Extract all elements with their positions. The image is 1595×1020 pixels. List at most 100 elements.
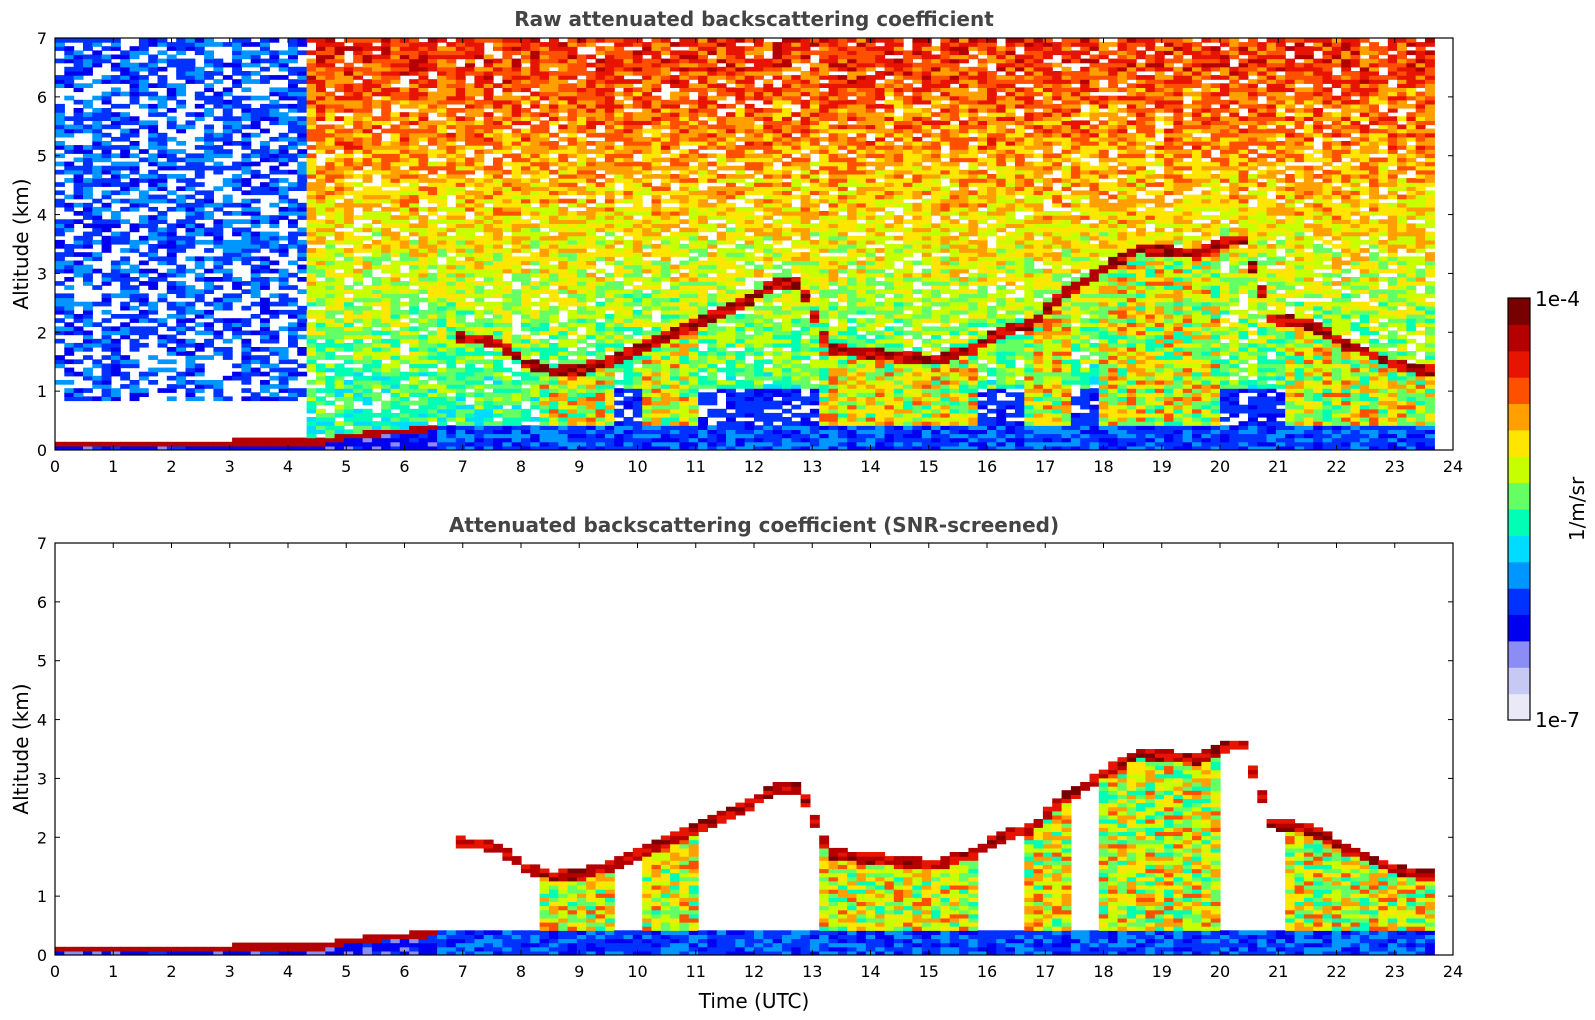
heatmap-cell [297, 174, 308, 179]
heatmap-cell [576, 272, 587, 278]
heatmap-cell [549, 388, 559, 393]
heatmap-cell [418, 165, 429, 171]
heatmap-cell [399, 227, 410, 233]
heatmap-cell [166, 87, 177, 93]
heatmap-cell [549, 425, 559, 430]
heatmap-cell [521, 194, 531, 200]
heatmap-cell [241, 388, 252, 393]
heatmap-cell [446, 153, 457, 159]
heatmap-cell [362, 141, 373, 146]
heatmap-cell [325, 42, 336, 47]
heatmap-cell [567, 239, 578, 245]
heatmap-cell [614, 305, 625, 311]
heatmap-cell [390, 182, 401, 187]
heatmap-cell [64, 351, 75, 356]
heatmap-cell [204, 198, 214, 204]
heatmap-cell [493, 326, 503, 332]
heatmap-cell [567, 161, 578, 167]
heatmap-cell [371, 190, 382, 196]
heatmap-cell [343, 330, 354, 336]
heatmap-cell [623, 116, 634, 121]
heatmap-cell [427, 277, 438, 282]
heatmap-cell [623, 227, 634, 233]
heatmap-cell [483, 441, 494, 447]
heatmap-cell [614, 136, 625, 142]
heatmap-cell [241, 153, 252, 159]
heatmap-cell [92, 120, 103, 126]
heatmap-cell [437, 293, 447, 299]
heatmap-cell [157, 277, 168, 282]
heatmap-cell [316, 421, 326, 426]
heatmap-cell [260, 363, 270, 369]
heatmap-cell [55, 169, 65, 175]
heatmap-cell [55, 38, 65, 43]
heatmap-cell [120, 75, 131, 80]
heatmap-cell [129, 99, 140, 105]
heatmap-cell [343, 219, 354, 224]
heatmap-cell [148, 305, 159, 311]
heatmap-cell [120, 71, 131, 76]
heatmap-cell [455, 211, 466, 216]
heatmap-cell [446, 429, 457, 435]
heatmap-cell [148, 132, 159, 138]
heatmap-cell [651, 359, 662, 365]
heatmap-cell [353, 433, 364, 439]
heatmap-cell [316, 124, 326, 130]
heatmap-cell [567, 396, 578, 402]
heatmap-cell [213, 71, 224, 76]
heatmap-cell [465, 260, 475, 266]
heatmap-cell [614, 314, 625, 319]
heatmap-cell [204, 38, 214, 43]
heatmap-cell [241, 367, 252, 373]
heatmap-cell [493, 186, 503, 191]
heatmap-cell [549, 169, 559, 175]
heatmap-cell [241, 38, 252, 43]
heatmap-cell [222, 182, 233, 187]
heatmap-cell [567, 132, 578, 138]
heatmap-cell [474, 334, 485, 340]
heatmap-cell [399, 132, 410, 138]
heatmap-cell [138, 441, 149, 447]
heatmap-cell [166, 206, 177, 212]
heatmap-cell [73, 342, 84, 348]
heatmap-cell [278, 186, 289, 191]
heatmap-cell [204, 289, 214, 294]
heatmap-cell [511, 128, 522, 134]
heatmap-cell [660, 314, 671, 319]
heatmap-cell [632, 42, 643, 47]
heatmap-cell [511, 351, 522, 356]
heatmap-cell [138, 190, 149, 196]
heatmap-cell [614, 264, 625, 270]
heatmap-cell [250, 359, 261, 365]
heatmap-cell [371, 54, 382, 60]
heatmap-cell [632, 128, 643, 134]
heatmap-cell [483, 433, 494, 439]
heatmap-cell [213, 149, 224, 154]
heatmap-cell [138, 66, 149, 72]
heatmap-cell [194, 215, 205, 220]
heatmap-cell [73, 38, 84, 43]
heatmap-cell [343, 235, 354, 241]
heatmap-cell [558, 174, 569, 179]
heatmap-cell [232, 322, 242, 327]
heatmap-cell [632, 351, 643, 356]
heatmap-cell [493, 322, 503, 327]
heatmap-cell [409, 157, 420, 163]
heatmap-cell [539, 198, 550, 204]
heatmap-cell [409, 174, 420, 179]
heatmap-cell [446, 359, 457, 365]
heatmap-cell [260, 338, 270, 344]
heatmap-cell [530, 46, 541, 51]
heatmap-cell [642, 371, 653, 377]
heatmap-cell [576, 112, 587, 117]
heatmap-cell [623, 367, 634, 373]
heatmap-cell [660, 396, 671, 402]
heatmap-cell [651, 330, 662, 336]
heatmap-cell [64, 169, 75, 175]
heatmap-cell [278, 252, 289, 257]
heatmap-cell [670, 334, 680, 340]
heatmap-cell [176, 281, 187, 286]
heatmap-cell [455, 384, 466, 389]
heatmap-cell [558, 355, 569, 360]
heatmap-cell [632, 244, 643, 249]
